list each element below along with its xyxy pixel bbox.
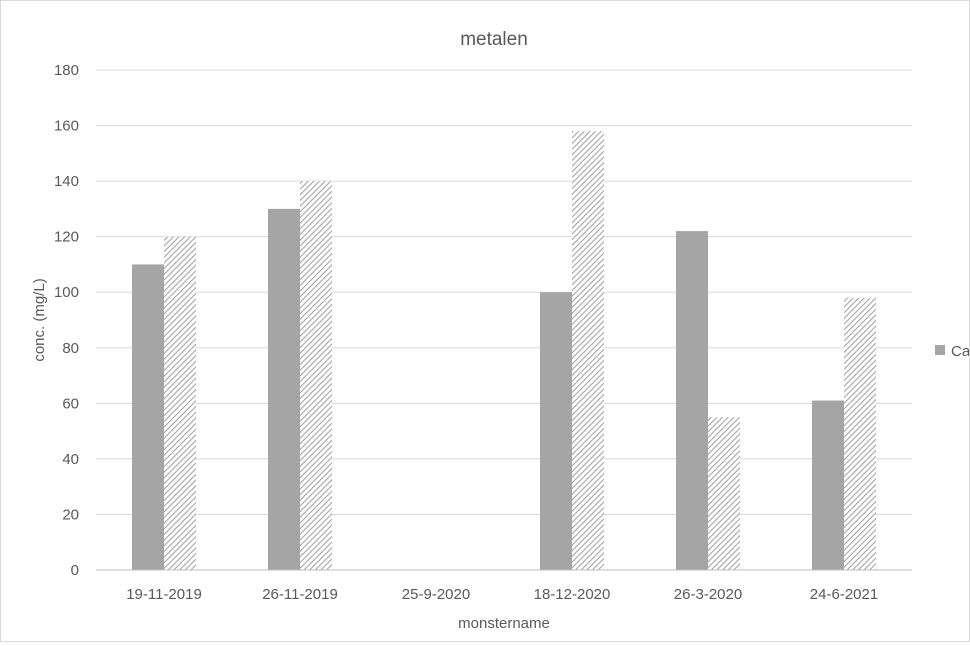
x-tick-label: 19-11-2019 <box>126 586 202 603</box>
y-tick-label: 180 <box>54 62 79 79</box>
y-tick-label: 160 <box>54 118 79 135</box>
bar <box>676 231 708 570</box>
y-tick-label: 0 <box>71 562 79 579</box>
legend: Ca <box>935 343 970 360</box>
y-tick-label: 80 <box>62 340 79 357</box>
bar <box>300 181 332 570</box>
x-tick-label: 18-12-2020 <box>534 586 611 603</box>
bar <box>812 400 844 570</box>
x-axis-title: monstername <box>458 615 550 632</box>
bar <box>268 208 300 570</box>
bar <box>540 292 572 570</box>
x-tick-label: 26-3-2020 <box>674 586 742 603</box>
bar <box>132 264 164 570</box>
y-tick-label: 40 <box>62 451 79 468</box>
y-tick-label: 140 <box>54 173 79 190</box>
legend-swatch <box>935 345 945 355</box>
x-tick-label: 25-9-2020 <box>402 586 470 603</box>
bars <box>132 131 876 570</box>
bar <box>164 236 196 570</box>
axes: 0 20 40 60 80 100 120 140 160 180 19-11-2019 26-11-… <box>54 62 912 603</box>
y-axis-title: conc. (mg/L) <box>31 278 48 361</box>
chart-title: metalen <box>460 29 528 50</box>
y-tick-label: 60 <box>62 395 79 412</box>
y-tick-label: 20 <box>62 506 79 523</box>
legend-label: Ca <box>951 343 969 360</box>
x-tick-label: 24-6-2021 <box>810 586 878 603</box>
x-tick-label: 26-11-2019 <box>262 586 338 603</box>
bar <box>708 417 740 570</box>
gridlines <box>96 69 912 515</box>
y-tick-label: 120 <box>54 229 79 246</box>
bar <box>844 297 876 570</box>
y-tick-label: 100 <box>54 284 79 301</box>
bar <box>572 131 604 570</box>
